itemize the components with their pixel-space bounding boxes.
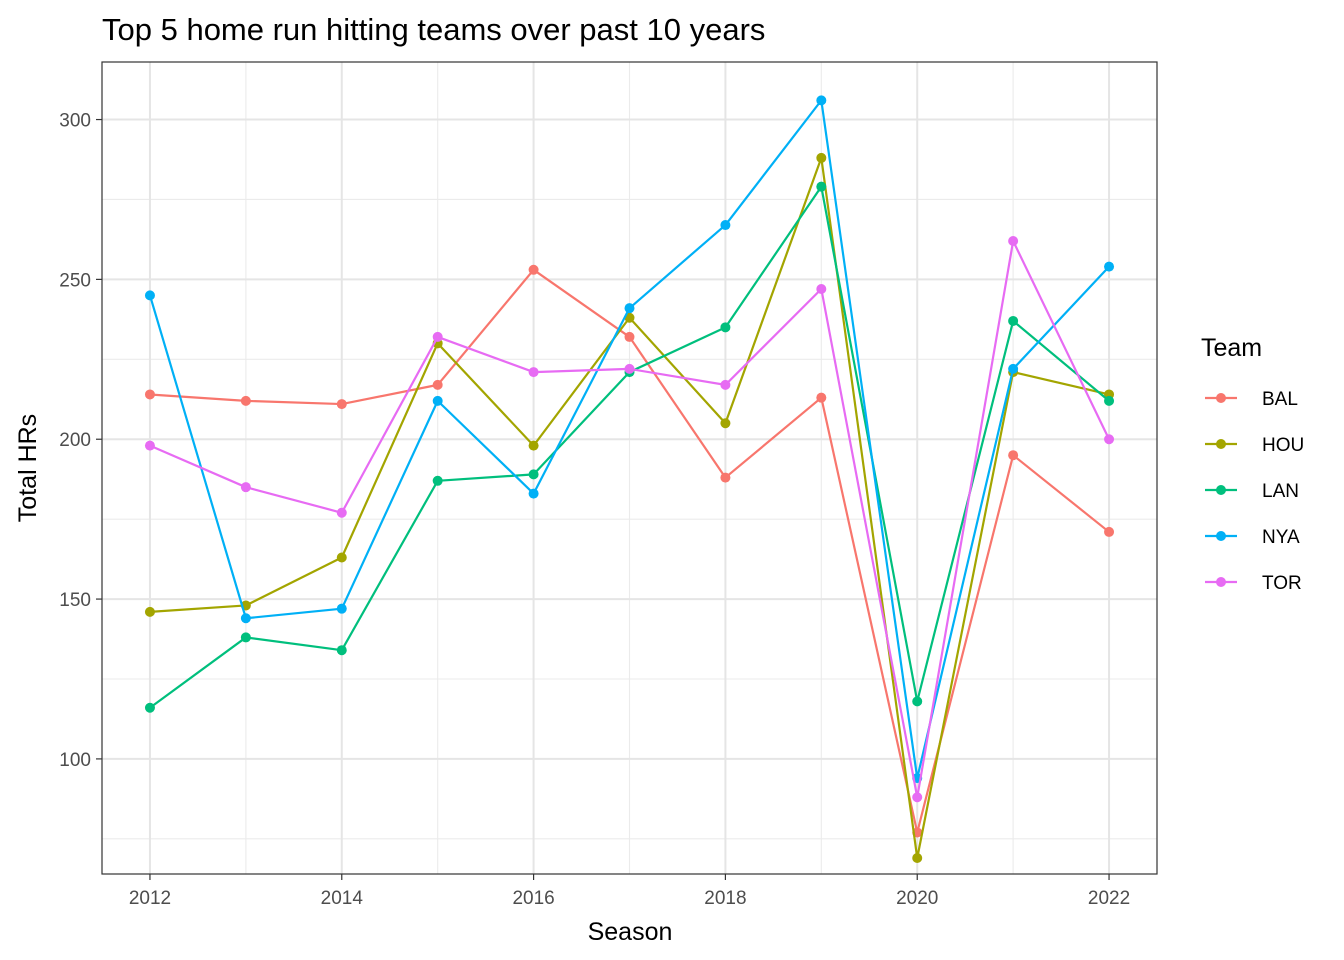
data-point bbox=[240, 395, 251, 406]
data-point bbox=[720, 322, 731, 333]
legend-key-point bbox=[1216, 577, 1226, 587]
data-point bbox=[1008, 363, 1019, 374]
series-bal bbox=[144, 264, 1115, 838]
x-tick-label: 2012 bbox=[129, 888, 171, 909]
data-point bbox=[240, 482, 251, 493]
data-point bbox=[1104, 434, 1115, 445]
data-point bbox=[528, 469, 539, 480]
x-axis-title: Season bbox=[588, 918, 673, 946]
data-point bbox=[432, 475, 443, 486]
chart-title: Top 5 home run hitting teams over past 1… bbox=[102, 12, 765, 47]
data-point bbox=[912, 853, 923, 864]
data-point bbox=[1008, 315, 1019, 326]
legend-item-hou: HOU bbox=[1205, 435, 1304, 456]
legend-title: Team bbox=[1201, 334, 1262, 362]
data-point bbox=[528, 440, 539, 451]
data-point bbox=[528, 367, 539, 378]
data-point bbox=[720, 220, 731, 231]
data-point bbox=[336, 399, 347, 410]
data-point bbox=[1104, 526, 1115, 537]
y-axis-title: Total HRs bbox=[14, 414, 42, 522]
legend-item-tor: TOR bbox=[1205, 573, 1302, 594]
data-point bbox=[240, 632, 251, 643]
data-point bbox=[720, 472, 731, 483]
x-tick-label: 2018 bbox=[704, 888, 746, 909]
data-point bbox=[624, 363, 635, 374]
legend-key-point bbox=[1216, 439, 1226, 449]
axis-ticks: 100 150 200 250 300 2012 2014 2016 2018 2020 2022 bbox=[59, 111, 1130, 909]
data-point bbox=[144, 389, 155, 400]
data-point bbox=[240, 613, 251, 624]
data-point bbox=[528, 488, 539, 499]
x-tick-label: 2022 bbox=[1088, 888, 1130, 909]
data-point bbox=[144, 440, 155, 451]
legend-key-point bbox=[1216, 531, 1226, 541]
data-point bbox=[816, 392, 827, 403]
data-point bbox=[912, 696, 923, 707]
data-point bbox=[1008, 236, 1019, 247]
data-point bbox=[624, 331, 635, 342]
legend-label: HOU bbox=[1262, 435, 1304, 456]
data-point bbox=[144, 290, 155, 301]
legend-label: TOR bbox=[1262, 573, 1302, 594]
data-point bbox=[816, 283, 827, 294]
data-point bbox=[720, 418, 731, 429]
legend-label: BAL bbox=[1262, 389, 1298, 410]
data-point bbox=[816, 95, 827, 106]
data-point bbox=[1104, 261, 1115, 272]
legend-label: NYA bbox=[1262, 527, 1300, 548]
data-point bbox=[336, 507, 347, 518]
data-point bbox=[432, 395, 443, 406]
data-point bbox=[1008, 450, 1019, 461]
data-point bbox=[816, 181, 827, 192]
grid bbox=[102, 62, 1157, 874]
data-point bbox=[720, 379, 731, 390]
x-tick-label: 2014 bbox=[321, 888, 364, 909]
legend-item-bal: BAL bbox=[1205, 389, 1298, 410]
legend-item-nya: NYA bbox=[1205, 527, 1300, 548]
data-point bbox=[336, 645, 347, 656]
legend-label: LAN bbox=[1262, 481, 1299, 502]
legend: Team BAL HOU LAN NYA TOR bbox=[1201, 334, 1304, 594]
data-point bbox=[336, 552, 347, 563]
data-point bbox=[336, 603, 347, 614]
data-point bbox=[912, 792, 923, 803]
y-tick-label: 100 bbox=[59, 750, 91, 771]
x-tick-label: 2020 bbox=[896, 888, 938, 909]
data-point bbox=[432, 379, 443, 390]
y-tick-label: 200 bbox=[59, 430, 91, 451]
data-point bbox=[432, 331, 443, 342]
legend-key-point bbox=[1216, 393, 1226, 403]
x-tick-label: 2016 bbox=[512, 888, 554, 909]
data-point bbox=[1104, 395, 1115, 406]
legend-item-lan: LAN bbox=[1205, 481, 1299, 502]
data-point bbox=[528, 264, 539, 275]
data-point bbox=[624, 303, 635, 314]
y-tick-label: 150 bbox=[59, 590, 91, 611]
y-tick-label: 300 bbox=[59, 111, 91, 132]
data-point bbox=[144, 606, 155, 617]
plot-border bbox=[101, 61, 1158, 875]
data-point bbox=[816, 152, 827, 163]
legend-key-point bbox=[1216, 485, 1226, 495]
series-tor bbox=[144, 236, 1115, 803]
series-lines bbox=[144, 95, 1115, 864]
data-point bbox=[144, 702, 155, 713]
y-tick-label: 250 bbox=[59, 270, 91, 291]
